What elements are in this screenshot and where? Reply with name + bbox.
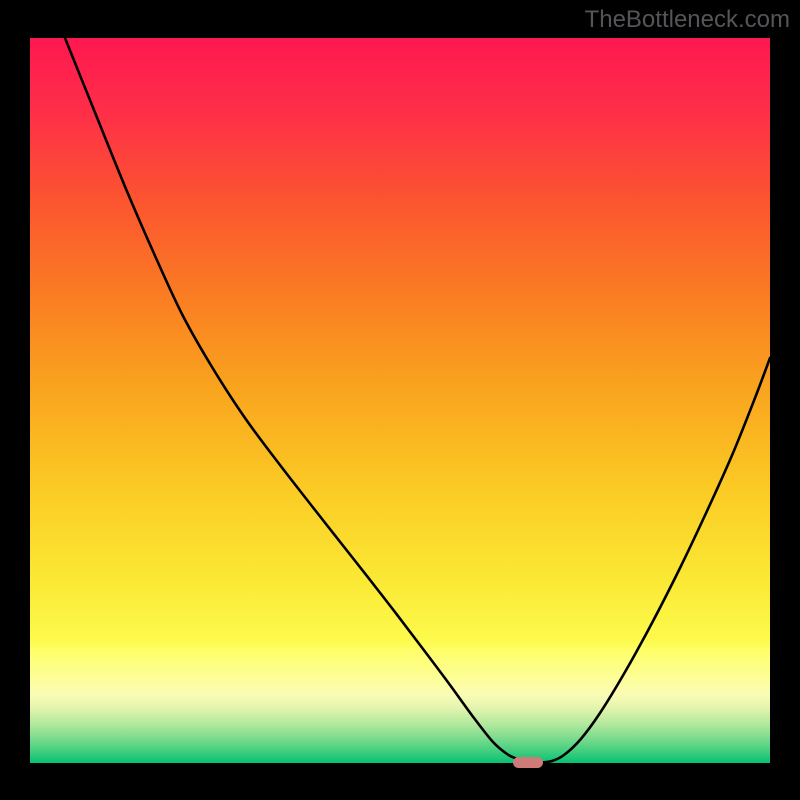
chart-container: TheBottleneck.com xyxy=(0,0,800,800)
watermark-text: TheBottleneck.com xyxy=(585,6,790,34)
bottleneck-chart xyxy=(0,0,800,800)
plot-background xyxy=(30,38,770,763)
optimal-marker xyxy=(513,757,543,768)
